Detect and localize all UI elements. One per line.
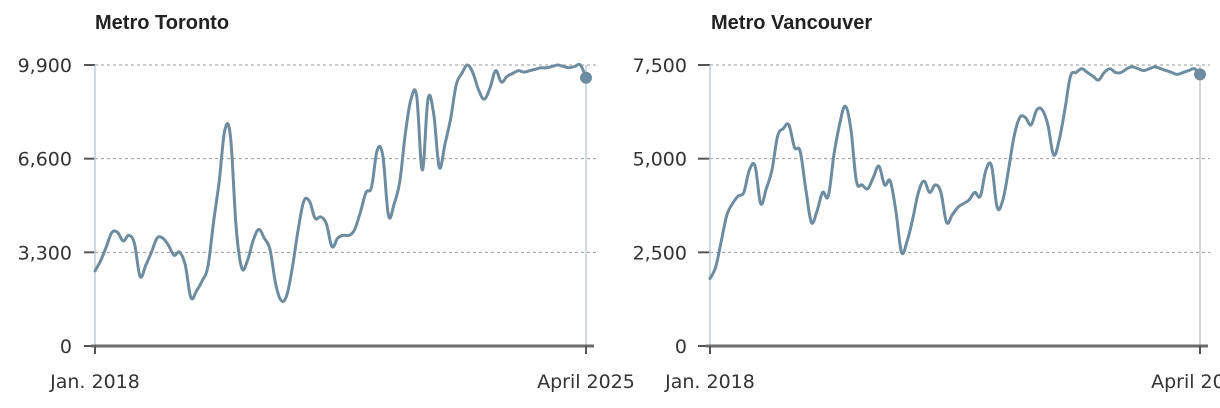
x-tick-label: Jan. 2018 (664, 371, 755, 393)
y-tick-label: 0 (675, 336, 687, 358)
chart-panel-toronto: Metro Toronto 0 3,300 6,600 9,900 Jan. 2018 A… (18, 12, 635, 393)
chart-title: Metro Vancouver (711, 12, 873, 34)
chart-panel-vancouver: Metro Vancouver 0 2,500 5,000 7,500 Jan. 201… (610, 0, 1220, 408)
x-tick-label: April 2025 (537, 371, 635, 393)
line-chart-toronto: 0 3,300 6,600 9,900 Jan. 2018 April 2025 (18, 55, 635, 393)
latest-value-dot (1194, 68, 1206, 81)
series-line (93, 62, 588, 303)
y-tick-label: 9,900 (18, 55, 72, 77)
x-tick-label: April 2025 (1151, 371, 1220, 393)
line-chart-vancouver: 0 2,500 5,000 7,500 Jan. 2018 April 2025 (633, 55, 1220, 393)
y-tick-label: 2,500 (633, 242, 687, 264)
chart-title: Metro Toronto (95, 12, 230, 34)
y-tick-label: 6,600 (18, 149, 72, 171)
series-line (708, 65, 1202, 281)
y-tick-label: 0 (60, 336, 72, 358)
x-tick-label: Jan. 2018 (49, 371, 140, 393)
y-tick-label: 7,500 (633, 55, 687, 77)
latest-value-dot (580, 71, 592, 84)
y-tick-label: 3,300 (18, 242, 72, 264)
y-tick-label: 5,000 (633, 149, 687, 171)
